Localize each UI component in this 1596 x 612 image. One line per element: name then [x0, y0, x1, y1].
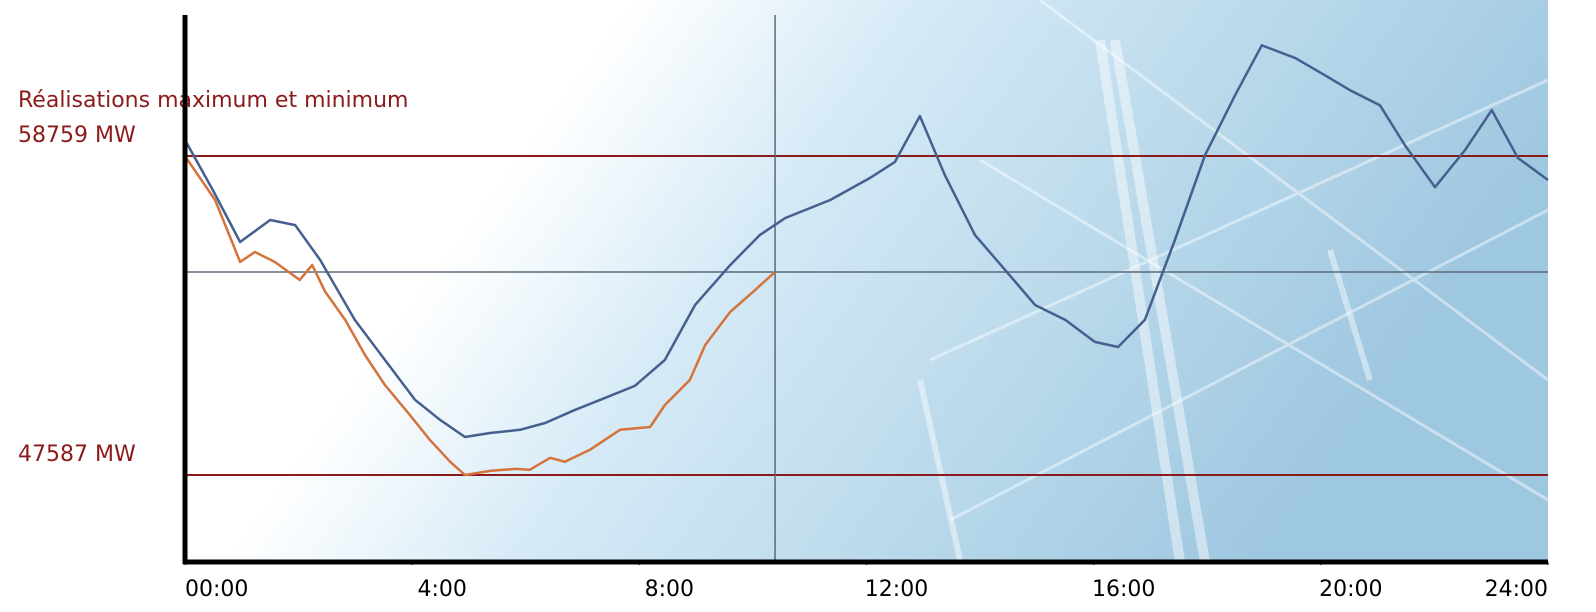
- reference-label: 58759 MW: [18, 123, 136, 148]
- chart: Réalisations maximum et minimum 58759 MW…: [0, 0, 1596, 612]
- x-tick-label: 00:00: [185, 577, 248, 602]
- x-tick-label: 24:00: [1485, 577, 1548, 602]
- x-tick-label: 20:00: [1319, 577, 1382, 602]
- x-tick-label: 12:00: [865, 577, 928, 602]
- x-tick-label: 8:00: [645, 577, 694, 602]
- chart-title: Réalisations maximum et minimum: [18, 88, 408, 113]
- plot-background: [185, 0, 1548, 562]
- x-tick-label: 16:00: [1092, 577, 1155, 602]
- reference-label: 47587 MW: [18, 442, 136, 467]
- x-tick-label: 4:00: [417, 577, 466, 602]
